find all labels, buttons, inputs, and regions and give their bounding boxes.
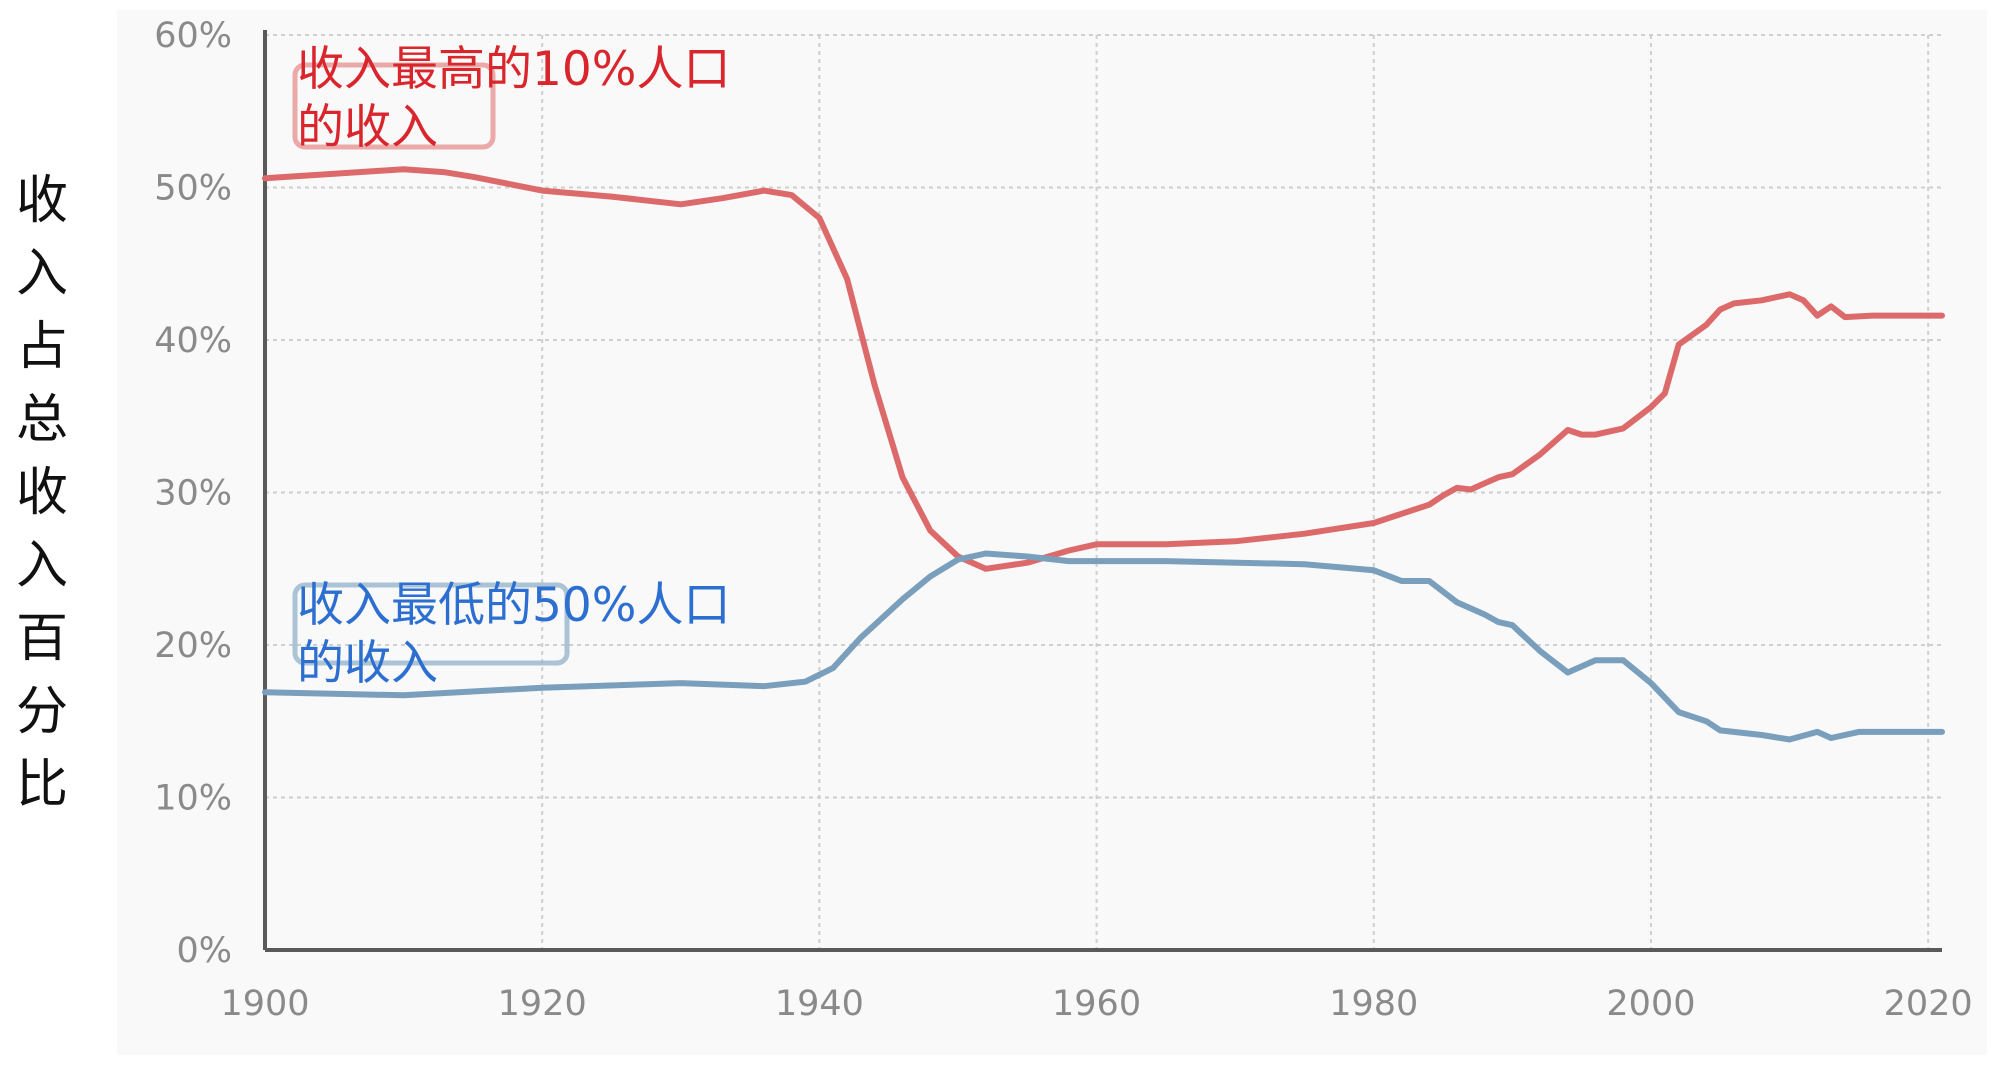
label-boxes [292, 62, 570, 666]
x-tick-label: 1920 [498, 984, 587, 1024]
axes [263, 30, 1942, 952]
y-axis-label-char: 分 [15, 682, 68, 742]
y-tick-label: 30% [154, 474, 232, 514]
y-axis-label-char: 总 [15, 390, 68, 450]
bottom-50-percent-annotation: 收入最低的50%人口 的收入 [297, 578, 731, 691]
y-axis-label-char: 占 [15, 317, 68, 377]
y-tick-label: 40% [154, 321, 232, 361]
y-tick-label: 20% [154, 626, 232, 666]
x-tick-label: 1980 [1329, 984, 1418, 1024]
grid-lines [265, 34, 1942, 950]
x-tick-label: 1900 [220, 984, 309, 1024]
y-axis-label-char: 百 [15, 609, 68, 669]
plot-background [117, 10, 1987, 1055]
y-axis-label-char: 收 [15, 463, 68, 523]
y-tick-label: 60% [154, 16, 232, 56]
y-tick-label: 10% [154, 779, 232, 819]
series-lines [262, 166, 1945, 743]
x-tick-label: 2020 [1884, 984, 1973, 1024]
y-axis-label-char: 比 [15, 755, 68, 815]
top-10-percent-label-box [292, 62, 496, 150]
y-axis-label-char: 入 [15, 244, 68, 304]
x-tick-label: 1960 [1052, 984, 1141, 1024]
tick-labels: 0% 10% 20% 30% 40% 50% 60% 1900 1920 1940 1960 1980… [154, 16, 1972, 1024]
y-axis-label-char: 入 [15, 536, 68, 596]
y-tick-label: 50% [154, 169, 232, 209]
bottom-50-percent-label-box [292, 582, 570, 666]
y-axis-label-char: 收 [15, 171, 68, 231]
top-10-percent-line [262, 166, 1945, 572]
x-tick-label: 2000 [1606, 984, 1695, 1024]
bottom-50-percent-line [262, 550, 1945, 743]
y-axis-label: 收入占总收入百分比 [6, 165, 78, 822]
top-10-percent-annotation: 收入最高的10%人口 的收入 [297, 42, 731, 155]
y-tick-label: 0% [176, 931, 232, 971]
x-tick-label: 1940 [775, 984, 864, 1024]
